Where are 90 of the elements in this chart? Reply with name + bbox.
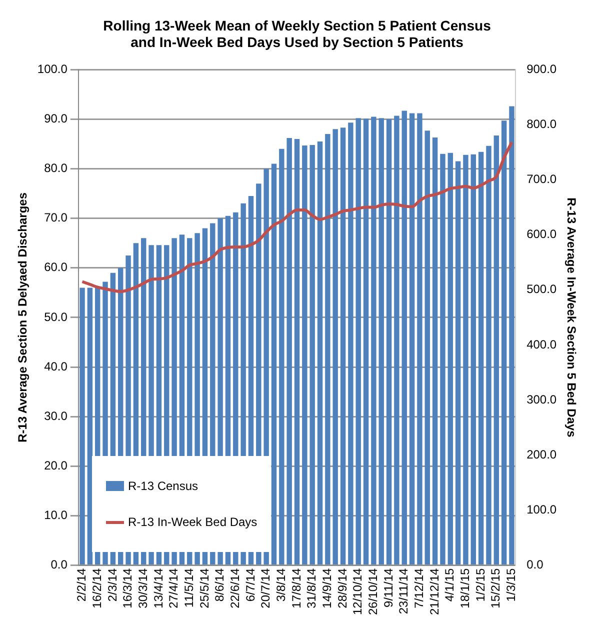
y-tick-label: 0.0 <box>50 558 68 572</box>
x-tick-label: 8/6/14 <box>212 568 227 602</box>
bar <box>271 164 277 565</box>
bar <box>80 288 85 565</box>
x-tick-label: 21/12/14 <box>427 568 442 616</box>
y2-tick-label: 600.0 <box>526 227 557 242</box>
bar <box>286 138 292 565</box>
bar <box>478 152 484 565</box>
x-tick-label: 11/5/14 <box>182 568 196 608</box>
bar <box>501 120 507 565</box>
x-tick-label: 2/3/14 <box>105 568 120 602</box>
y-tick-label: 50.0 <box>44 310 68 324</box>
x-tick-label: 13/4/14 <box>151 568 166 608</box>
x-tick-label: 3/8/14 <box>274 568 288 602</box>
x-tick-label: 1/3/15 <box>504 568 518 602</box>
x-tick-label: 22/6/14 <box>228 568 242 608</box>
bar <box>470 154 476 565</box>
legend-label: R-13 Census <box>128 478 198 495</box>
x-tick-label: 15/2/15 <box>488 568 503 608</box>
y-tick-label: 90.0 <box>44 111 68 126</box>
y2-tick-label: 400.0 <box>526 337 557 352</box>
bar <box>332 129 338 565</box>
y-tick-label: 40.0 <box>44 359 68 374</box>
bar <box>386 119 392 565</box>
x-tick-label: 20/7/14 <box>258 568 273 608</box>
y2-tick-label: 0.0 <box>526 558 544 572</box>
x-tick-label: 7/12/14 <box>412 568 426 608</box>
legend-label: R-13 In-Week Bed Days <box>128 514 258 531</box>
y2-tick-label: 800.0 <box>526 116 557 131</box>
y-tick-label: 100.0 <box>37 62 68 76</box>
x-tick-label: 1/2/15 <box>473 568 488 602</box>
bar <box>409 113 415 565</box>
x-tick-label: 28/9/14 <box>335 568 350 608</box>
x-tick-label: 25/5/14 <box>197 568 212 608</box>
y-axis-title: R-13 Average Section 5 Delyaed Discharges <box>16 192 30 442</box>
y2-tick-label: 100.0 <box>526 502 557 517</box>
x-tick-label: 12/10/14 <box>350 568 365 616</box>
bar <box>310 144 315 565</box>
bar <box>378 118 384 565</box>
y2-tick-label: 500.0 <box>526 282 557 296</box>
bar <box>294 138 300 565</box>
x-tick-label: 16/3/14 <box>120 568 135 608</box>
bar <box>440 154 446 565</box>
y2-tick-label: 300.0 <box>526 392 557 406</box>
bar <box>432 138 438 565</box>
bar <box>302 145 308 565</box>
bar <box>87 288 93 565</box>
x-tick-label: 16/2/14 <box>90 568 104 608</box>
y2-tick-label: 900.0 <box>526 62 557 76</box>
bar <box>463 154 468 565</box>
y-tick-label: 60.0 <box>44 260 68 274</box>
x-tick-label: 27/4/14 <box>166 568 181 608</box>
x-tick-label: 30/3/14 <box>136 568 150 608</box>
bar <box>279 148 284 565</box>
bar <box>494 136 500 565</box>
y-tick-label: 30.0 <box>44 408 68 423</box>
bar <box>402 110 407 565</box>
x-tick-label: 4/1/15 <box>442 568 457 602</box>
y2-axis-title: R-13 Average In-Week Section 5 Bed Days <box>564 198 578 438</box>
bar <box>455 161 461 565</box>
bar <box>371 116 376 565</box>
bar <box>317 141 323 565</box>
bar <box>394 116 400 565</box>
x-tick-label: 9/11/14 <box>381 568 396 608</box>
x-tick-label: 2/2/14 <box>74 568 89 602</box>
x-tick-label: 18/1/15 <box>458 568 472 608</box>
line-series <box>80 140 514 294</box>
x-tick-label: 17/8/14 <box>289 568 304 608</box>
bar <box>417 113 422 565</box>
bar <box>363 118 369 565</box>
y-tick-label: 70.0 <box>44 210 68 225</box>
y-tick-label: 20.0 <box>44 458 68 472</box>
y2-tick-label: 700.0 <box>526 172 557 186</box>
bar <box>509 106 514 565</box>
y-tick-label: 80.0 <box>44 161 68 176</box>
x-tick-label: 14/9/14 <box>320 568 334 608</box>
bar <box>348 122 354 565</box>
x-tick-label: 23/11/14 <box>396 568 411 614</box>
bar <box>486 146 492 565</box>
x-tick-label: 6/7/14 <box>243 568 258 602</box>
bar <box>340 128 346 565</box>
bar <box>448 152 453 565</box>
bar <box>424 130 430 565</box>
chart-title: Rolling 13-Week Mean of Weekly Section 5 Patient Census and In-Week Bed Days Used by Section 5 Patients <box>103 17 492 50</box>
bar <box>356 118 361 565</box>
x-tick-label: 26/10/14 <box>366 568 380 616</box>
x-tick-label: 31/8/14 <box>304 568 319 608</box>
y2-tick-label: 200.0 <box>526 447 557 462</box>
bar <box>325 134 330 565</box>
y-tick-label: 10.0 <box>44 508 68 522</box>
